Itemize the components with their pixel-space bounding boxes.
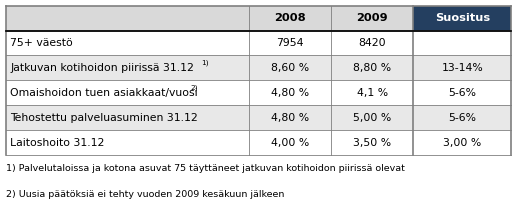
Bar [331,56,413,81]
Text: 2008: 2008 [274,13,306,23]
Text: 8,60 %: 8,60 % [271,63,309,73]
Text: 8,80 %: 8,80 % [353,63,391,73]
Bar [6,6,249,31]
Bar [249,56,331,81]
Bar [331,81,413,105]
Text: 13-14%: 13-14% [441,63,483,73]
Text: 5-6%: 5-6% [448,113,476,123]
Bar [413,81,511,105]
Bar [413,131,511,155]
Bar [413,30,511,56]
Text: 75+ väestö: 75+ väestö [10,38,73,48]
Text: 4,80 %: 4,80 % [271,113,309,123]
Bar [413,6,511,31]
Text: 3,00 %: 3,00 % [444,138,482,148]
Text: 1) Palvelutaloissa ja kotona asuvat 75 täyttäneet jatkuvan kotihoidon piirissä o: 1) Palvelutaloissa ja kotona asuvat 75 t… [6,164,405,173]
Text: 4,00 %: 4,00 % [271,138,309,148]
Bar [6,131,249,155]
Text: Omaishoidon tuen asiakkaat/vuosi: Omaishoidon tuen asiakkaat/vuosi [10,88,197,98]
Text: 7954: 7954 [276,38,304,48]
Text: 4,80 %: 4,80 % [271,88,309,98]
Bar [6,56,249,81]
Bar [331,131,413,155]
Text: 4,1 %: 4,1 % [356,88,388,98]
Bar [249,105,331,131]
Bar [6,30,249,56]
Bar [6,105,249,131]
Bar [249,81,331,105]
Text: Laitoshoito 31.12: Laitoshoito 31.12 [10,138,105,148]
Text: 3,50 %: 3,50 % [353,138,391,148]
Bar [6,81,249,105]
Bar [331,6,413,31]
Text: 5,00 %: 5,00 % [353,113,391,123]
Text: 2009: 2009 [356,13,388,23]
Bar [413,56,511,81]
Text: Jatkuvan kotihoidon piirissä 31.12: Jatkuvan kotihoidon piirissä 31.12 [10,63,194,73]
Text: Suositus: Suositus [435,13,490,23]
Bar [331,105,413,131]
Bar [331,30,413,56]
Bar [249,30,331,56]
Text: 8420: 8420 [359,38,386,48]
Text: 1): 1) [202,59,209,66]
Text: 2): 2) [190,84,198,91]
Bar [249,6,331,31]
Bar [413,105,511,131]
Text: 2) Uusia päätöksiä ei tehty vuoden 2009 kesäkuun jälkeen: 2) Uusia päätöksiä ei tehty vuoden 2009 … [6,190,285,199]
Text: 5-6%: 5-6% [448,88,476,98]
Bar [249,131,331,155]
Text: Tehostettu palveluasuminen 31.12: Tehostettu palveluasuminen 31.12 [10,113,198,123]
